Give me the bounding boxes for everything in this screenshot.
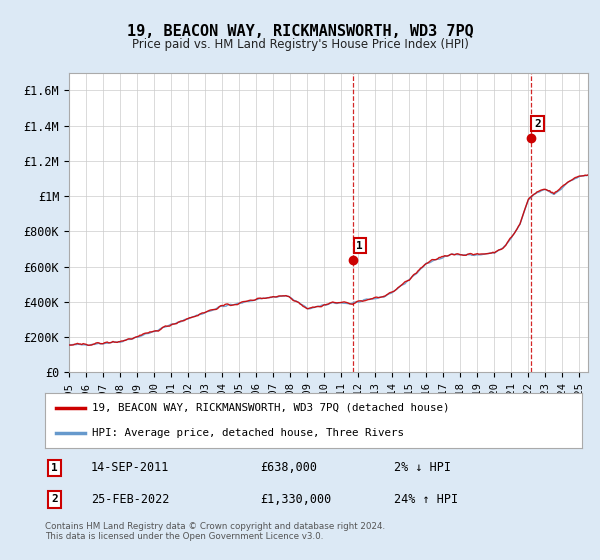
Text: 25-FEB-2022: 25-FEB-2022 <box>91 493 169 506</box>
Text: 19, BEACON WAY, RICKMANSWORTH, WD3 7PQ: 19, BEACON WAY, RICKMANSWORTH, WD3 7PQ <box>127 24 473 39</box>
Text: Contains HM Land Registry data © Crown copyright and database right 2024.
This d: Contains HM Land Registry data © Crown c… <box>45 522 385 542</box>
Text: £638,000: £638,000 <box>260 461 317 474</box>
Text: 19, BEACON WAY, RICKMANSWORTH, WD3 7PQ (detached house): 19, BEACON WAY, RICKMANSWORTH, WD3 7PQ (… <box>92 403 450 413</box>
Text: 1: 1 <box>356 240 363 250</box>
Text: 1: 1 <box>52 463 58 473</box>
Text: 2% ↓ HPI: 2% ↓ HPI <box>394 461 451 474</box>
Text: £1,330,000: £1,330,000 <box>260 493 331 506</box>
Text: HPI: Average price, detached house, Three Rivers: HPI: Average price, detached house, Thre… <box>92 428 404 438</box>
Text: 24% ↑ HPI: 24% ↑ HPI <box>394 493 458 506</box>
Text: 2: 2 <box>52 494 58 505</box>
Text: 14-SEP-2011: 14-SEP-2011 <box>91 461 169 474</box>
Text: Price paid vs. HM Land Registry's House Price Index (HPI): Price paid vs. HM Land Registry's House … <box>131 38 469 51</box>
Text: 2: 2 <box>534 119 541 129</box>
